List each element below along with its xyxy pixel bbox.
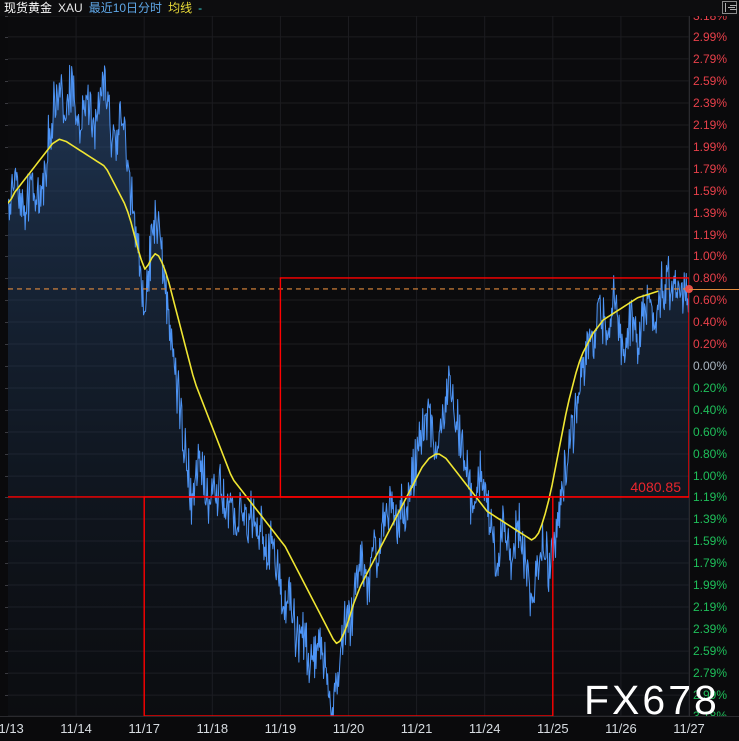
left-gutter-tick bbox=[5, 496, 8, 498]
ma-legend-label: 均线 bbox=[168, 1, 193, 15]
y-tick-down-2.19%: 2.19% bbox=[693, 600, 728, 615]
left-gutter-tick bbox=[5, 36, 8, 38]
left-gutter-tick bbox=[5, 585, 8, 587]
x-tick-11-25: 11/25 bbox=[537, 721, 569, 736]
x-tick-11-14: 11/14 bbox=[60, 721, 92, 736]
left-gutter-tick bbox=[5, 16, 8, 17]
left-gutter-tick bbox=[5, 651, 8, 653]
left-gutter-tick bbox=[5, 255, 8, 257]
y-tick-up-1.79%: 1.79% bbox=[693, 161, 728, 176]
left-gutter-tick bbox=[5, 432, 8, 434]
left-gutter-tick bbox=[5, 695, 8, 697]
left-gutter-tick bbox=[5, 673, 8, 675]
y-tick-up-2.99%: 2.99% bbox=[693, 29, 728, 44]
left-gutter-tick bbox=[5, 366, 8, 367]
left-gutter-tick bbox=[5, 58, 8, 60]
y-tick-down-1.39%: 1.39% bbox=[693, 511, 728, 526]
y-tick-zero: 0.00% bbox=[693, 359, 728, 373]
period-label: 最近10日分时 bbox=[88, 1, 163, 15]
chart-canvas bbox=[8, 16, 689, 716]
instrument-code: XAU bbox=[58, 1, 83, 15]
y-tick-down-1.99%: 1.99% bbox=[693, 578, 728, 593]
y-tick-down-2.99%: 2.99% bbox=[693, 688, 728, 703]
left-gutter-tick bbox=[5, 235, 8, 237]
annotation-layer bbox=[8, 277, 689, 716]
left-gutter-tick bbox=[5, 191, 8, 192]
y-tick-up-0.40%: 0.40% bbox=[693, 314, 728, 329]
left-gutter-tick bbox=[5, 518, 8, 520]
x-axis: 11/13 11/14 11/17 11/18 11/19 11/20 11/21 11/24… bbox=[0, 716, 739, 741]
x-tick-11-21: 11/21 bbox=[400, 721, 433, 736]
left-gutter-tick bbox=[5, 388, 8, 389]
y-tick-down-2.59%: 2.59% bbox=[693, 644, 728, 659]
left-gutter-tick bbox=[5, 541, 8, 542]
y-tick-up-2.19%: 2.19% bbox=[693, 117, 728, 132]
y-tick-up-0.80%: 0.80% bbox=[693, 270, 728, 285]
y-tick-down-0.60%: 0.60% bbox=[693, 425, 728, 440]
y-tick-up-2.79%: 2.79% bbox=[693, 51, 728, 66]
x-tick-11-19: 11/19 bbox=[264, 721, 297, 736]
left-gutter-tick bbox=[5, 168, 8, 170]
y-tick-down-1.00%: 1.00% bbox=[693, 469, 728, 484]
y-tick-up-1.00%: 1.00% bbox=[693, 248, 728, 263]
x-axis-line bbox=[0, 716, 739, 717]
y-tick-down-1.79%: 1.79% bbox=[693, 556, 728, 570]
y-tick-up-1.39%: 1.39% bbox=[693, 206, 728, 220]
chart-plot-area[interactable] bbox=[8, 16, 689, 716]
y-tick-up-0.20%: 0.20% bbox=[693, 336, 728, 351]
y-tick-down-1.59%: 1.59% bbox=[693, 534, 728, 548]
y-tick-down-0.20%: 0.20% bbox=[693, 381, 728, 395]
y-axis-line bbox=[689, 16, 690, 716]
left-gutter-tick bbox=[5, 213, 8, 214]
left-gutter-tick bbox=[5, 629, 8, 631]
last-price-level-extension bbox=[689, 288, 739, 290]
x-tick-11-13: 11/13 bbox=[0, 721, 24, 736]
y-tick-up-2.59%: 2.59% bbox=[693, 73, 728, 88]
ma-legend-value: - bbox=[198, 1, 203, 15]
y-tick-up-1.99%: 1.99% bbox=[693, 139, 728, 154]
y-tick-down-0.80%: 0.80% bbox=[693, 447, 728, 462]
y-axis: 3.18% 2.99% 2.79% 2.59% 2.39% 2.19% 1.99% 1.79%… bbox=[685, 10, 739, 722]
left-gutter-tick bbox=[5, 476, 8, 478]
x-tick-11-18: 11/18 bbox=[196, 721, 229, 736]
left-gutter-tick bbox=[5, 124, 8, 126]
left-gutter-tick bbox=[5, 277, 8, 279]
y-tick-down-2.79%: 2.79% bbox=[693, 666, 728, 681]
x-tick-11-24: 11/24 bbox=[468, 721, 501, 736]
left-gutter-tick bbox=[5, 607, 8, 609]
y-tick-down-0.40%: 0.40% bbox=[693, 403, 728, 418]
left-gutter-tick bbox=[5, 146, 8, 148]
x-tick-11-27: 11/27 bbox=[673, 721, 705, 736]
left-gutter-tick bbox=[5, 410, 8, 412]
y-tick-down-1.19%: 1.19% bbox=[693, 489, 728, 504]
chart-header: 现货黄金 XAU 最近10日分时 均线 - bbox=[0, 0, 739, 16]
left-gutter-tick bbox=[5, 80, 8, 82]
y-tick-up-1.19%: 1.19% bbox=[693, 228, 728, 243]
expand-panel-icon[interactable] bbox=[722, 1, 737, 14]
left-gutter-tick bbox=[5, 563, 8, 564]
y-tick-up-1.59%: 1.59% bbox=[693, 184, 728, 198]
y-tick-up-2.39%: 2.39% bbox=[693, 95, 728, 110]
instrument-name: 现货黄金 bbox=[4, 1, 53, 15]
left-gutter-tick bbox=[5, 454, 8, 456]
x-tick-11-26: 11/26 bbox=[605, 721, 637, 736]
left-gutter-tick bbox=[5, 299, 8, 301]
left-gutter-tick bbox=[5, 343, 8, 345]
price-level-label: 4080.85 bbox=[630, 478, 681, 495]
series-layer bbox=[8, 64, 689, 716]
left-gutter-tick bbox=[5, 102, 8, 104]
y-tick-down-2.39%: 2.39% bbox=[693, 622, 728, 637]
y-tick-up-0.60%: 0.60% bbox=[693, 292, 728, 307]
left-tick-gutter bbox=[0, 16, 8, 717]
x-tick-11-20: 11/20 bbox=[332, 721, 365, 736]
left-gutter-tick bbox=[5, 321, 8, 323]
x-tick-11-17: 11/17 bbox=[128, 721, 160, 736]
